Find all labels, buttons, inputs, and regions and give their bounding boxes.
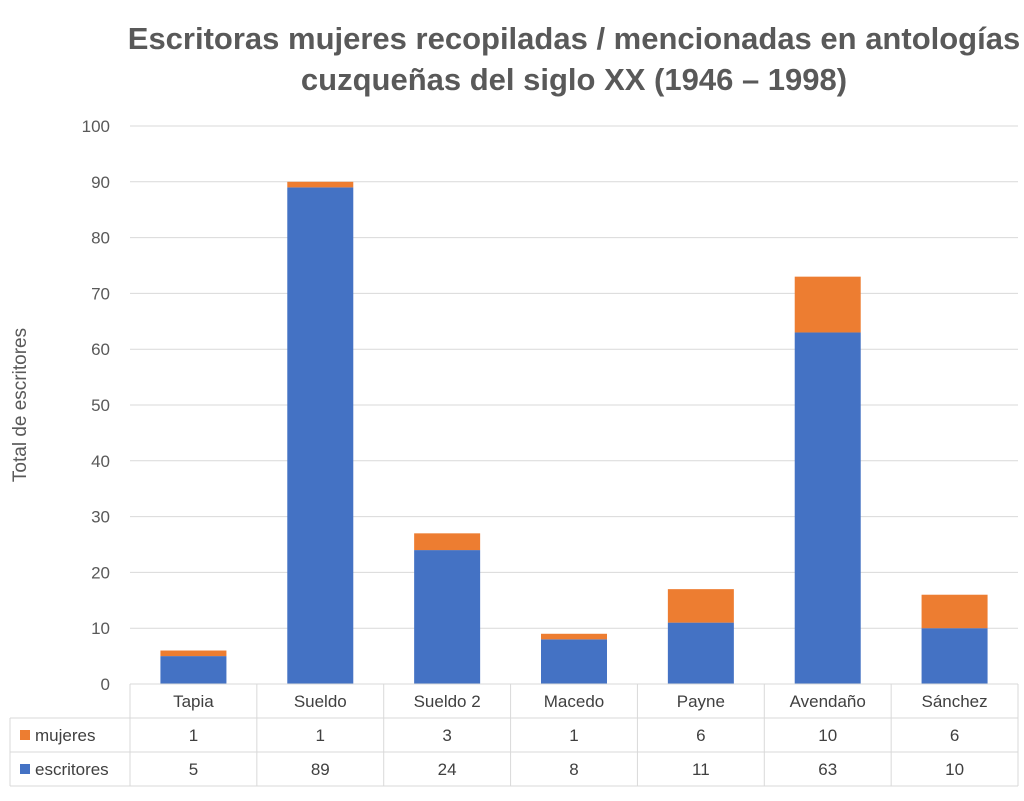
y-tick-label-2: 20 bbox=[91, 563, 110, 582]
bar-escritores-2 bbox=[414, 550, 481, 684]
bar-escritores-1 bbox=[287, 187, 354, 684]
legend-key-mujeres bbox=[20, 730, 30, 740]
x-tick-label-5: Avendaño bbox=[790, 692, 866, 711]
data-label-escritores-6: 10 bbox=[945, 760, 964, 779]
chart-title-line-1: Escritoras mujeres recopiladas / mencion… bbox=[128, 21, 1020, 56]
bar-escritores-0 bbox=[160, 656, 227, 684]
bar-mujeres-2 bbox=[414, 533, 481, 551]
data-label-escritores-2: 24 bbox=[438, 760, 457, 779]
y-tick-label-1: 10 bbox=[91, 619, 110, 638]
y-tick-label-8: 80 bbox=[91, 229, 110, 248]
data-label-mujeres-6: 6 bbox=[950, 726, 959, 745]
data-label-escritores-3: 8 bbox=[569, 760, 578, 779]
data-table: Tapia Sueldo Sueldo 2 Macedo Payne Avendaño Sá… bbox=[9, 683, 1019, 787]
x-tick-label-4: Payne bbox=[677, 692, 725, 711]
chart-title-line-2: cuzqueñas del siglo XX (1946 – 1998) bbox=[301, 62, 847, 97]
legend-label-mujeres: mujeres bbox=[35, 726, 95, 745]
y-tick-labels: 0 10 20 30 40 50 60 70 80 90 100 bbox=[82, 117, 110, 694]
bar-escritores-5 bbox=[794, 332, 861, 684]
x-tick-label-3: Macedo bbox=[544, 692, 604, 711]
x-tick-label-1: Sueldo bbox=[294, 692, 347, 711]
y-tick-label-5: 50 bbox=[91, 396, 110, 415]
data-label-mujeres-1: 1 bbox=[316, 726, 325, 745]
bar-escritores-4 bbox=[667, 622, 734, 684]
y-tick-label-10: 100 bbox=[82, 117, 110, 136]
y-tick-label-0: 0 bbox=[101, 675, 110, 694]
x-tick-label-2: Sueldo 2 bbox=[414, 692, 481, 711]
data-label-mujeres-4: 6 bbox=[696, 726, 705, 745]
bar-mujeres-4 bbox=[667, 589, 734, 623]
bar-mujeres-5 bbox=[794, 276, 861, 333]
data-label-mujeres-5: 10 bbox=[818, 726, 837, 745]
bars bbox=[160, 181, 988, 684]
y-tick-label-6: 60 bbox=[91, 340, 110, 359]
bar-mujeres-3 bbox=[541, 633, 607, 640]
y-tick-label-9: 90 bbox=[91, 173, 110, 192]
bar-mujeres-0 bbox=[160, 650, 227, 657]
data-label-escritores-5: 63 bbox=[818, 760, 837, 779]
y-tick-label-7: 70 bbox=[91, 284, 110, 303]
bar-mujeres-6 bbox=[921, 594, 988, 629]
legend-key-escritores bbox=[20, 764, 30, 774]
data-label-escritores-4: 11 bbox=[692, 760, 710, 779]
bar-mujeres-1 bbox=[287, 181, 354, 188]
y-tick-label-4: 40 bbox=[91, 452, 110, 471]
x-tick-label-6: Sánchez bbox=[921, 692, 987, 711]
bar-escritores-3 bbox=[541, 639, 607, 684]
data-label-mujeres-3: 1 bbox=[569, 726, 578, 745]
y-axis-label: Total de escritores bbox=[10, 328, 31, 482]
bar-escritores-6 bbox=[921, 628, 988, 684]
gridlines bbox=[130, 125, 1018, 685]
data-label-mujeres-0: 1 bbox=[189, 726, 198, 745]
data-label-mujeres-2: 3 bbox=[442, 726, 451, 745]
data-label-escritores-0: 5 bbox=[189, 760, 198, 779]
legend-label-escritores: escritores bbox=[35, 760, 109, 779]
data-label-escritores-1: 89 bbox=[311, 760, 330, 779]
x-tick-label-0: Tapia bbox=[173, 692, 214, 711]
y-tick-label-3: 30 bbox=[91, 508, 110, 527]
